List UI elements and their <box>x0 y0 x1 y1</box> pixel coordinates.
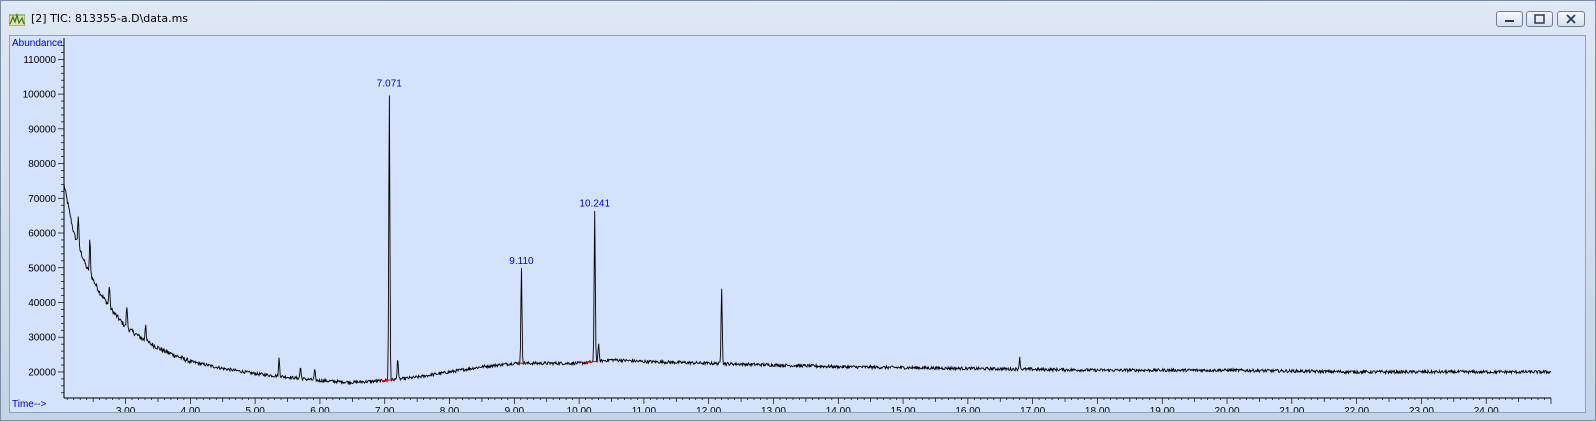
y-tick-label: 100000 <box>23 90 57 101</box>
minimize-icon <box>1505 20 1514 22</box>
x-tick-label: 14.00 <box>826 406 851 412</box>
y-tick-label: 30000 <box>28 333 56 344</box>
y-tick-label: 50000 <box>28 263 56 274</box>
axes <box>63 38 1551 399</box>
title-bar[interactable]: [2] TIC: 813355-a.D\data.ms <box>1 1 1595 35</box>
x-tick-label: 11.00 <box>632 406 657 412</box>
minimize-button[interactable] <box>1496 11 1523 27</box>
restore-icon <box>1534 14 1545 24</box>
peak-label: 10.241 <box>579 198 610 209</box>
y-tick-label: 90000 <box>28 124 56 135</box>
peak-labels: 7.071 9.110 10.241 <box>377 79 611 267</box>
y-tick-label: 20000 <box>28 367 56 378</box>
integration-baseline <box>585 360 599 364</box>
tic-trace <box>63 95 1552 386</box>
close-icon <box>1566 14 1576 24</box>
x-tick-label: 5.00 <box>245 406 265 412</box>
window-title: [2] TIC: 813355-a.D\data.ms <box>31 12 189 25</box>
x-tick-label: 8.00 <box>440 406 460 412</box>
x-tick-label: 22.00 <box>1344 406 1369 412</box>
x-axis-label: Time--> <box>12 399 47 410</box>
y-axis-label: Abundance <box>12 38 63 49</box>
x-tick-label: 23.00 <box>1409 406 1434 412</box>
close-button[interactable] <box>1557 11 1585 27</box>
x-tick-label: 18.00 <box>1085 406 1110 412</box>
x-tick-label: 9.00 <box>505 406 525 412</box>
plot-area[interactable]: 3.00 4.00 5.00 6.00 7.00 8.00 9.00 10.00 11.00 12… <box>9 35 1586 413</box>
y-tick-label: 70000 <box>28 194 56 205</box>
x-tick-label: 12.00 <box>696 406 721 412</box>
x-tick-label: 13.00 <box>761 406 786 412</box>
y-tick-label: 110000 <box>23 55 56 66</box>
x-tick-label: 4.00 <box>181 406 201 412</box>
integration-baseline <box>381 379 395 382</box>
x-tick-label: 7.00 <box>375 406 395 412</box>
restore-button[interactable] <box>1526 11 1553 27</box>
x-tick-label: 24.00 <box>1474 406 1499 412</box>
peak-label: 9.110 <box>509 256 534 267</box>
y-tick-label: 40000 <box>28 298 56 309</box>
x-tick-label: 21.00 <box>1279 406 1304 412</box>
x-tick-label: 16.00 <box>955 406 980 412</box>
integration-marks <box>381 360 599 382</box>
tick-marks: 3.00 4.00 5.00 6.00 7.00 8.00 9.00 10.00 11.00 12… <box>23 45 1552 412</box>
y-tick-label: 80000 <box>28 159 56 170</box>
x-tick-label: 17.00 <box>1020 406 1045 412</box>
x-tick-label: 20.00 <box>1215 406 1240 412</box>
x-tick-label: 15.00 <box>891 406 916 412</box>
chromatogram-chart: 3.00 4.00 5.00 6.00 7.00 8.00 9.00 10.00 11.00 12… <box>12 38 1552 412</box>
chromatogram-icon <box>9 12 25 26</box>
x-tick-label: 6.00 <box>310 406 330 412</box>
y-tick-label: 60000 <box>28 229 56 240</box>
x-tick-label: 3.00 <box>116 406 136 412</box>
peak-label: 7.071 <box>377 79 402 90</box>
x-tick-label: 19.00 <box>1150 406 1175 412</box>
x-tick-label: 10.00 <box>567 406 592 412</box>
